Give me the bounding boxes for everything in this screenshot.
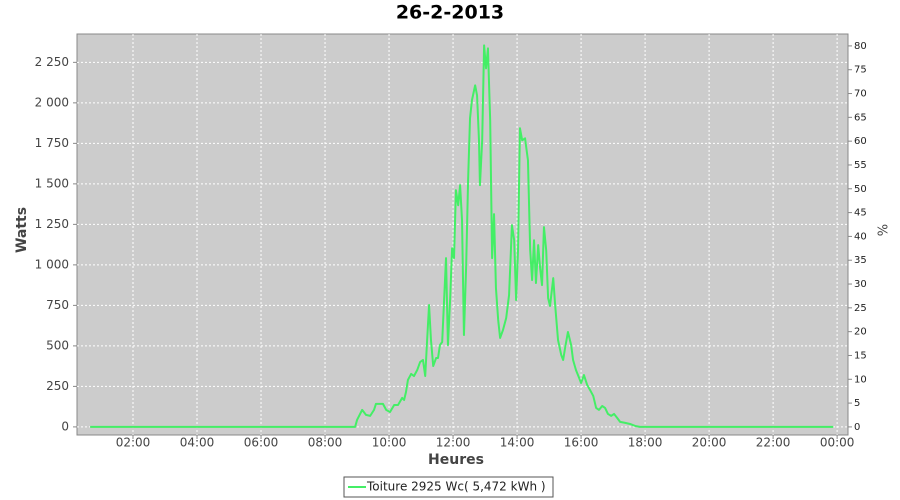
y2-tick-label: 20 — [854, 327, 867, 338]
y-tick-label: 750 — [46, 298, 69, 312]
y2-tick-label: 70 — [854, 89, 867, 100]
legend: Toiture 2925 Wc( 5,472 kWh ) — [343, 476, 554, 498]
x-tick-label: 10:00 — [372, 436, 407, 450]
y2-tick-label: 50 — [854, 184, 867, 195]
x-tick-label: 08:00 — [308, 436, 343, 450]
x-tick-label: 22:00 — [756, 436, 791, 450]
y2-tick-label: 30 — [854, 279, 867, 290]
y2-tick-label: 80 — [854, 41, 867, 52]
line-series — [90, 44, 834, 428]
y2-tick-label: 75 — [854, 65, 867, 76]
y-tick-label: 2 000 — [35, 95, 69, 109]
x-tick-label: 16:00 — [564, 436, 599, 450]
y-tick-label: 0 — [61, 419, 69, 433]
y2-tick-label: 0 — [854, 422, 860, 433]
x-tick-label: 06:00 — [244, 436, 279, 450]
x-tick-label: 18:00 — [628, 436, 663, 450]
x-tick-label: 20:00 — [692, 436, 727, 450]
y2-axis-label: % — [877, 224, 892, 236]
y-tick-label: 1 500 — [35, 176, 69, 190]
y-tick-label: 500 — [46, 338, 69, 352]
y2-tick-label: 35 — [854, 255, 867, 266]
y2-tick-label: 10 — [854, 374, 867, 385]
x-tick-label: 12:00 — [436, 436, 471, 450]
x-tick-label: 00:00 — [820, 436, 855, 450]
chart-title: 26-2-2013 — [396, 2, 504, 24]
y-axis-label: Watts — [14, 207, 30, 253]
x-tick-label: 14:00 — [500, 436, 535, 450]
y-tick-label: 250 — [46, 379, 69, 393]
legend-label: Toiture 2925 Wc( 5,472 kWh ) — [366, 480, 546, 494]
y-tick-label: 1 750 — [35, 136, 69, 150]
y-tick-label: 2 250 — [35, 55, 69, 69]
y2-tick-label: 60 — [854, 136, 867, 147]
y2-tick-label: 40 — [854, 231, 867, 242]
y2-tick-label: 5 — [854, 398, 860, 409]
y2-tick-label: 25 — [854, 303, 867, 314]
y2-tick-label: 65 — [854, 112, 867, 123]
y2-tick-label: 55 — [854, 160, 867, 171]
y2-tick-label: 15 — [854, 350, 867, 361]
y2-tick-label: 45 — [854, 208, 867, 219]
legend-box — [343, 476, 554, 498]
x-axis-label: Heures — [428, 452, 484, 468]
x-tick-label: 02:00 — [116, 436, 151, 450]
y-tick-label: 1 000 — [35, 257, 69, 271]
x-tick-label: 04:00 — [180, 436, 215, 450]
y-tick-label: 1 250 — [35, 217, 69, 231]
